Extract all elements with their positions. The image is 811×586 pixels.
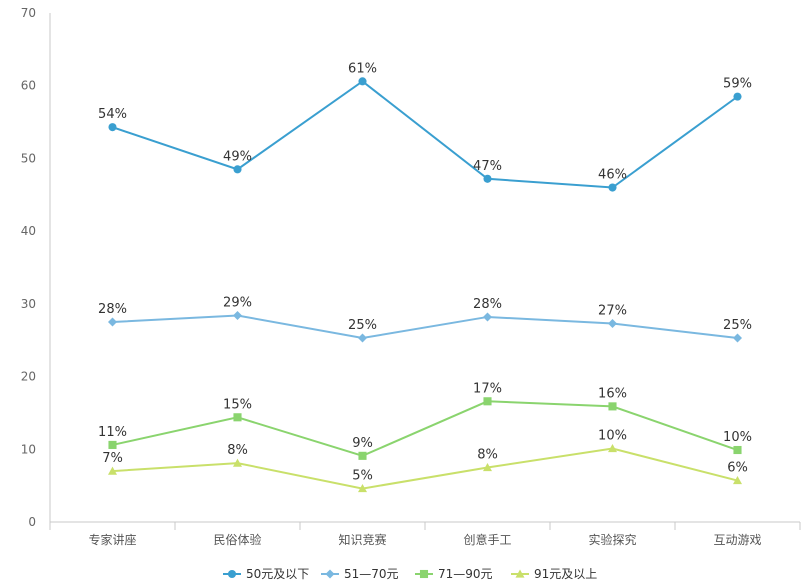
data-point — [483, 397, 492, 406]
data-labels: 54% 49% 61% 47% 46% 59% 28% 29% 25% 28% 27% 25% 11% 1… — [98, 61, 752, 483]
x-tick-label: 互动游戏 — [713, 533, 761, 547]
y-tick-label: 0 — [28, 515, 36, 529]
legend-item-4: 91元及以上 — [511, 567, 597, 581]
series-line — [112, 80, 739, 189]
data-label: 59% — [723, 77, 752, 92]
data-label: 46% — [598, 168, 627, 183]
data-label: 7% — [102, 451, 123, 466]
x-tick-label: 创意手工 — [463, 532, 511, 547]
legend-marker — [227, 569, 237, 579]
data-point — [108, 123, 117, 132]
data-point — [108, 466, 117, 475]
y-tick-label: 10 — [21, 442, 36, 456]
y-tick-label: 60 — [21, 79, 36, 93]
data-label: 28% — [98, 302, 127, 317]
data-label: 6% — [727, 461, 748, 476]
data-point — [608, 444, 617, 453]
x-tick-label: 民俗体验 — [213, 532, 261, 547]
legend-label: 91元及以上 — [534, 567, 597, 581]
data-point — [233, 310, 242, 320]
data-point — [733, 333, 742, 343]
x-tick-label: 实验探究 — [588, 532, 636, 547]
series-line — [112, 400, 738, 457]
data-point — [733, 445, 742, 455]
legend-marker — [419, 569, 429, 579]
data-point — [108, 317, 117, 327]
data-point — [608, 402, 617, 411]
data-point — [483, 174, 492, 183]
data-point — [358, 77, 367, 86]
data-point — [483, 312, 492, 322]
x-tick-label: 知识竞赛 — [338, 532, 386, 547]
data-point — [608, 183, 617, 192]
data-point — [483, 462, 492, 472]
data-label: 8% — [227, 443, 248, 458]
series-layer — [108, 77, 742, 493]
data-point — [233, 413, 242, 422]
legend-label: 71—90元 — [438, 567, 493, 581]
legend-marker — [515, 569, 525, 578]
data-label: 29% — [223, 295, 252, 310]
data-label: 47% — [473, 159, 502, 174]
y-tick-label: 40 — [21, 224, 36, 238]
legend-item-2: 51—70元 — [321, 567, 399, 581]
series-line — [112, 314, 738, 340]
data-point — [233, 165, 242, 174]
series-3 — [108, 397, 742, 460]
data-point — [358, 484, 367, 493]
data-label: 5% — [352, 469, 373, 484]
y-tick-label: 50 — [21, 151, 36, 165]
data-point — [733, 476, 742, 485]
data-point — [358, 451, 367, 460]
legend-marker — [325, 569, 335, 579]
axes: 0 10 20 30 40 50 60 70 专家讲座 民俗体验 知识竞赛 创意手工 实验探究 互动游戏 — [21, 6, 801, 547]
data-label: 11% — [98, 425, 127, 440]
data-label: 25% — [348, 318, 377, 333]
legend-item-3: 71—90元 — [415, 567, 493, 581]
data-point — [358, 333, 367, 343]
legend-label: 50元及以下 — [246, 567, 309, 581]
series-line — [112, 447, 738, 490]
legend-label: 51—70元 — [344, 567, 399, 581]
x-tick-label: 专家讲座 — [88, 532, 136, 547]
legend-item-1: 50元及以下 — [223, 567, 309, 581]
data-label: 15% — [223, 397, 252, 412]
data-label: 61% — [348, 61, 377, 76]
y-tick-label: 30 — [21, 297, 36, 311]
data-label: 8% — [477, 447, 498, 462]
series-4 — [108, 444, 742, 493]
legend: 50元及以下 51—70元 71—90元 91元及以上 — [223, 567, 597, 581]
y-tick-label: 20 — [21, 370, 36, 384]
data-point — [608, 318, 617, 328]
data-label: 10% — [723, 430, 752, 445]
data-label: 16% — [598, 386, 627, 401]
data-label: 49% — [223, 149, 252, 164]
data-label: 28% — [473, 297, 502, 312]
data-label: 17% — [473, 381, 502, 396]
series-2 — [108, 310, 742, 343]
data-label: 25% — [723, 318, 752, 333]
data-label: 54% — [98, 107, 127, 122]
data-point — [233, 458, 242, 467]
series-1 — [108, 77, 742, 192]
y-tick-label: 70 — [21, 6, 36, 20]
data-point — [108, 440, 117, 449]
data-label: 27% — [598, 303, 627, 318]
data-point — [733, 92, 742, 101]
data-label: 10% — [598, 429, 627, 444]
data-label: 9% — [352, 436, 373, 451]
